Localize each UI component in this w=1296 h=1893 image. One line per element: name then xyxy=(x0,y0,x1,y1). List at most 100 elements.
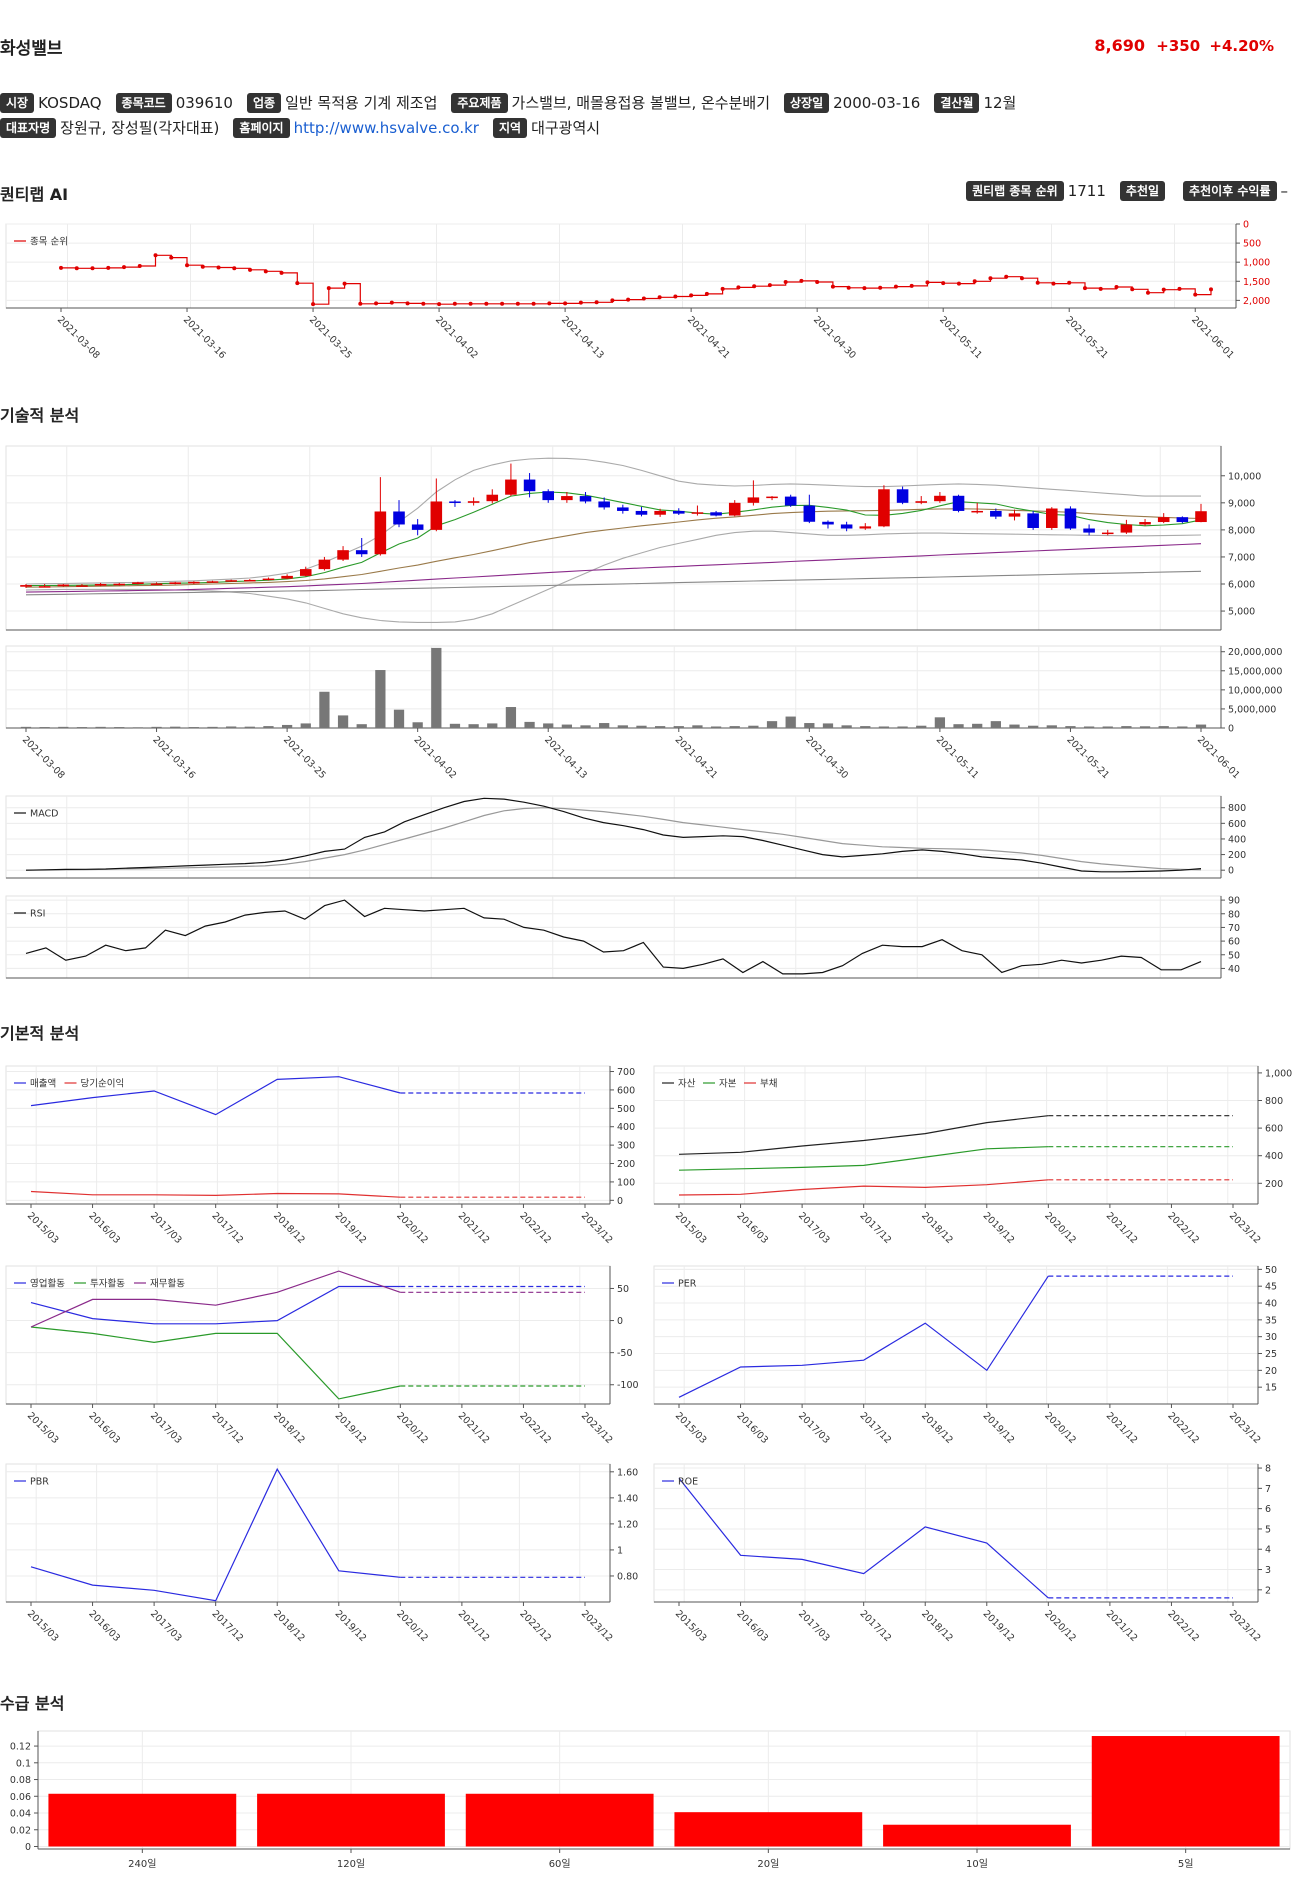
x-tick-label: 2020/12 xyxy=(394,1608,430,1644)
fundamental-title: 기본적 분석 xyxy=(0,1024,80,1043)
rank-point xyxy=(484,301,489,306)
y-tick-label: 15 xyxy=(1265,1383,1277,1394)
plot-area xyxy=(5,445,1222,631)
candle-body xyxy=(206,581,219,583)
y-tick-label: 8,000 xyxy=(1228,525,1255,536)
legend-label: MACD xyxy=(30,809,58,820)
ceo-tag: 대표자명 xyxy=(0,117,57,138)
candle-body xyxy=(691,512,704,514)
rank-point xyxy=(988,276,993,281)
y-tick-label: 1,000 xyxy=(1243,258,1270,269)
roe-line xyxy=(678,1477,1049,1599)
sales-chart: 0 100 200 300 400 500 600 700 매출액 당기순이익 2015/03 201… xyxy=(5,1065,635,1246)
candle-body xyxy=(299,569,312,576)
y-tick-label: 8 xyxy=(1265,1464,1271,1475)
rank-point xyxy=(185,263,190,268)
candle-body xyxy=(728,502,741,516)
x-tick-label: 2021-05-11 xyxy=(937,314,984,361)
volume-bar xyxy=(897,726,908,728)
volume-bar xyxy=(710,726,722,728)
rec-date-tag: 추천일 xyxy=(1119,181,1166,201)
macd-chart: 0 200 400 600 800 MACD xyxy=(5,795,1246,879)
y-tick-label: 9,000 xyxy=(1228,498,1255,509)
x-tick-label: 2021-04-30 xyxy=(803,734,850,781)
rank-point xyxy=(74,266,79,271)
candle-body xyxy=(617,507,629,511)
candle-body xyxy=(952,495,965,511)
volume-bar xyxy=(1139,726,1151,728)
volume-bar xyxy=(524,721,535,728)
y-tick-label: 7,000 xyxy=(1228,552,1255,563)
rank-point xyxy=(893,284,898,289)
x-tick-label: 240일 xyxy=(128,1858,156,1870)
volume-bar xyxy=(841,725,852,728)
pbr-chart: 0.80 1 1.20 1.40 1.60 PBR 2015/03 2016/03 2017/0… xyxy=(5,1463,638,1644)
rank-point xyxy=(657,295,662,300)
x-tick-label: 2017/03 xyxy=(796,1608,832,1644)
x-tick-label: 2017/12 xyxy=(858,1608,894,1644)
cashflow-line xyxy=(30,1285,401,1325)
rank-point xyxy=(610,298,615,303)
y-tick-label: 2,000 xyxy=(1243,296,1270,307)
x-tick-label: 2022/12 xyxy=(517,1410,553,1446)
candle-body xyxy=(393,511,405,525)
candle-body xyxy=(1139,522,1151,525)
candle-body xyxy=(840,524,853,529)
rank-point xyxy=(153,253,158,258)
volume-bar xyxy=(673,726,684,728)
x-tick-label: 2019/12 xyxy=(333,1210,369,1246)
rank-point xyxy=(578,300,583,305)
candle-body xyxy=(20,585,32,587)
region-value: 대구광역시 xyxy=(531,119,601,137)
x-tick-label: 2018/12 xyxy=(271,1410,307,1446)
x-tick-label: 2015/03 xyxy=(25,1410,61,1446)
y-tick-label: 10,000,000 xyxy=(1228,685,1282,696)
x-tick-label: 120일 xyxy=(337,1858,365,1870)
volume-bar xyxy=(654,726,666,728)
x-tick-label: 2021-03-25 xyxy=(307,314,354,361)
volume-bar xyxy=(58,726,69,728)
volume-bar xyxy=(804,723,815,728)
candle-body xyxy=(113,583,126,586)
rsi-line xyxy=(25,899,1202,975)
volume-bar xyxy=(356,724,367,728)
rank-point xyxy=(878,285,883,290)
x-tick-label: 2017/03 xyxy=(148,1410,184,1446)
x-tick-label: 2017/12 xyxy=(858,1210,894,1246)
volume-bar xyxy=(487,723,498,728)
candle-body xyxy=(1176,517,1189,523)
volume-chart: 0 5,000,000 10,000,000 15,000,000 20,000,000… xyxy=(5,645,1282,781)
homepage-link[interactable]: http://www.hsvalve.co.kr xyxy=(293,118,479,137)
x-tick-label: 2016/03 xyxy=(734,1410,770,1446)
industry-value: 일반 목적용 기계 제조업 xyxy=(285,94,438,112)
volume-bar xyxy=(20,726,32,728)
stock-name: 화성밸브 xyxy=(0,39,63,59)
price-block: 8,690 +350 +4.20% xyxy=(1094,36,1274,55)
candle-body xyxy=(859,526,872,529)
rank-point xyxy=(248,267,253,272)
candle-body xyxy=(990,510,1002,517)
candle-body xyxy=(355,550,368,555)
volume-bar xyxy=(412,722,423,728)
macd-line xyxy=(25,807,1202,871)
rank-point xyxy=(862,286,867,291)
x-tick-label: 10일 xyxy=(966,1858,988,1870)
volume-bar xyxy=(375,670,386,728)
x-tick-label: 2015/03 xyxy=(673,1608,709,1644)
rank-point xyxy=(106,265,111,270)
market-value: KOSDAQ xyxy=(38,93,102,112)
rank-point xyxy=(767,283,772,288)
y-tick-label: 50 xyxy=(1265,1265,1277,1276)
rank-point xyxy=(1067,280,1072,285)
y-tick-label: 1.60 xyxy=(617,1467,638,1478)
volume-bar xyxy=(1121,726,1132,728)
rank-point xyxy=(531,301,536,306)
rank-point xyxy=(1145,290,1150,295)
x-tick-label: 2020/12 xyxy=(1042,1210,1078,1246)
x-tick-label: 2019/12 xyxy=(981,1410,1017,1446)
rank-point xyxy=(232,266,237,271)
x-tick-label: 2021-03-08 xyxy=(55,314,102,361)
y-tick-label: 50 xyxy=(1228,950,1240,961)
volume-bar xyxy=(207,726,218,728)
y-tick-label: 300 xyxy=(617,1141,635,1152)
